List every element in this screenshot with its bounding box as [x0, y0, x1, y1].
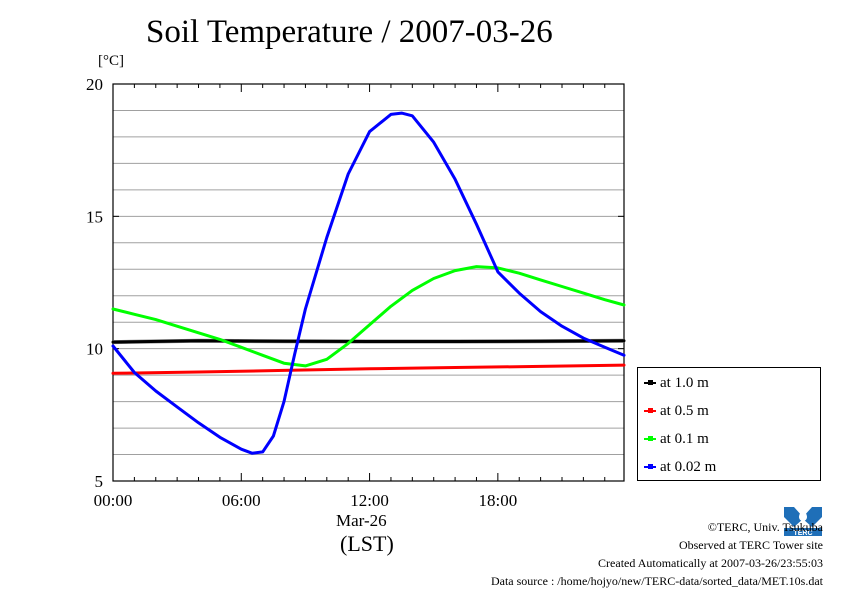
- footer-created: Created Automatically at 2007-03-26/23:5…: [598, 556, 823, 570]
- series-line: [111, 339, 626, 344]
- plot-frame: [112, 83, 625, 482]
- series-line: [111, 111, 626, 455]
- x-tick-label: 18:00: [478, 491, 517, 510]
- y-tick-label: 15: [86, 207, 103, 226]
- x-tick-label: 00:00: [94, 491, 133, 510]
- legend-label: at 0.02 m: [660, 458, 717, 475]
- legend-swatch: [644, 464, 656, 469]
- logo-text: TERC: [793, 530, 812, 537]
- series-line: [111, 363, 626, 375]
- legend: at 1.0 m at 0.5 m at 0.1 m at 0.02 m: [637, 367, 821, 481]
- legend-swatch: [644, 380, 656, 385]
- legend-swatch: [644, 408, 656, 413]
- legend-label: at 1.0 m: [660, 374, 709, 391]
- x-tick-label: 12:00: [350, 491, 389, 510]
- legend-swatch: [644, 436, 656, 441]
- legend-label: at 0.1 m: [660, 430, 709, 447]
- footer-copyright: ©TERC, Univ. Tsukuba: [707, 520, 823, 534]
- x-axis-date-label: Mar-26: [336, 511, 387, 530]
- x-axis-timezone-label: (LST): [340, 531, 394, 556]
- legend-item: at 0.1 m: [644, 426, 709, 452]
- series-line: [111, 265, 626, 368]
- y-axis-unit: [°C]: [98, 53, 124, 69]
- y-tick-label: 10: [86, 340, 103, 359]
- legend-item: at 1.0 m: [644, 370, 709, 396]
- legend-item: at 0.02 m: [644, 454, 716, 480]
- chart-title: Soil Temperature / 2007-03-26: [146, 14, 553, 50]
- legend-label: at 0.5 m: [660, 402, 709, 419]
- x-tick-label: 06:00: [222, 491, 261, 510]
- y-tick-label: 5: [95, 472, 104, 491]
- y-tick-label: 20: [86, 75, 103, 94]
- legend-item: at 0.5 m: [644, 398, 709, 424]
- footer-observed: Observed at TERC Tower site: [678, 538, 823, 552]
- terc-logo-icon: TERC: [782, 503, 824, 537]
- footer-source: Data source : /home/hojyo/new/TERC-data/…: [490, 574, 823, 588]
